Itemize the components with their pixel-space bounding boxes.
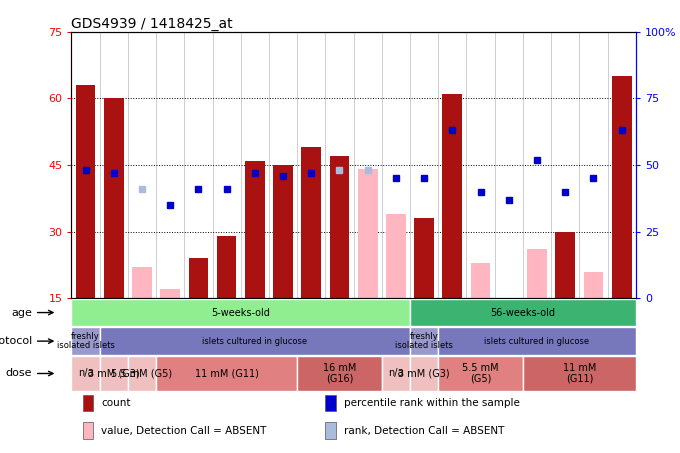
Text: freshly
isolated islets: freshly isolated islets <box>56 332 114 351</box>
Bar <box>410 356 439 391</box>
Bar <box>297 356 382 391</box>
Text: n/a: n/a <box>78 368 93 379</box>
Text: islets cultured in glucose: islets cultured in glucose <box>202 337 307 346</box>
Bar <box>326 395 335 411</box>
Bar <box>99 328 410 355</box>
Bar <box>439 328 636 355</box>
Text: dose: dose <box>5 368 32 379</box>
Text: 5.5 mM (G5): 5.5 mM (G5) <box>112 368 173 379</box>
Text: rank, Detection Call = ABSENT: rank, Detection Call = ABSENT <box>344 426 505 436</box>
Bar <box>386 214 406 298</box>
Text: percentile rank within the sample: percentile rank within the sample <box>344 398 520 408</box>
Bar <box>71 328 99 355</box>
Bar <box>71 299 410 326</box>
Bar <box>523 356 636 391</box>
Bar <box>83 395 93 411</box>
Text: count: count <box>101 398 131 408</box>
Bar <box>128 356 156 391</box>
Text: 11 mM
(G11): 11 mM (G11) <box>562 363 596 384</box>
Text: 11 mM (G11): 11 mM (G11) <box>194 368 258 379</box>
Text: GDS4939 / 1418425_at: GDS4939 / 1418425_at <box>71 17 233 31</box>
Bar <box>71 356 99 391</box>
Bar <box>301 147 321 298</box>
Bar <box>273 165 293 298</box>
Bar <box>160 289 180 298</box>
Bar <box>188 258 208 298</box>
Bar <box>245 160 265 298</box>
Bar <box>104 98 124 298</box>
Bar <box>326 423 335 439</box>
Text: 5-weeks-old: 5-weeks-old <box>211 308 270 318</box>
Bar <box>527 250 547 298</box>
Bar <box>439 356 523 391</box>
Bar <box>583 272 603 298</box>
Text: 3 mM (G3): 3 mM (G3) <box>398 368 450 379</box>
Bar <box>99 356 128 391</box>
Text: 3 mM (G3): 3 mM (G3) <box>88 368 139 379</box>
Text: 5.5 mM
(G5): 5.5 mM (G5) <box>462 363 499 384</box>
Bar <box>612 76 632 298</box>
Bar <box>443 94 462 298</box>
Bar <box>358 169 377 298</box>
Bar <box>410 299 636 326</box>
Text: islets cultured in glucose: islets cultured in glucose <box>484 337 590 346</box>
Text: value, Detection Call = ABSENT: value, Detection Call = ABSENT <box>101 426 267 436</box>
Bar <box>330 156 350 298</box>
Text: 56-weeks-old: 56-weeks-old <box>490 308 556 318</box>
Bar <box>471 263 490 298</box>
Text: age: age <box>11 308 32 318</box>
Text: n/a: n/a <box>388 368 404 379</box>
Text: protocol: protocol <box>0 336 32 346</box>
Bar <box>75 85 95 298</box>
Bar <box>156 356 297 391</box>
Bar <box>410 328 439 355</box>
Bar <box>132 267 152 298</box>
Text: freshly
isolated islets: freshly isolated islets <box>395 332 453 351</box>
Bar <box>556 231 575 298</box>
Bar <box>414 218 434 298</box>
Text: 16 mM
(G16): 16 mM (G16) <box>323 363 356 384</box>
Bar <box>83 423 93 439</box>
Bar <box>382 356 410 391</box>
Bar <box>217 236 237 298</box>
